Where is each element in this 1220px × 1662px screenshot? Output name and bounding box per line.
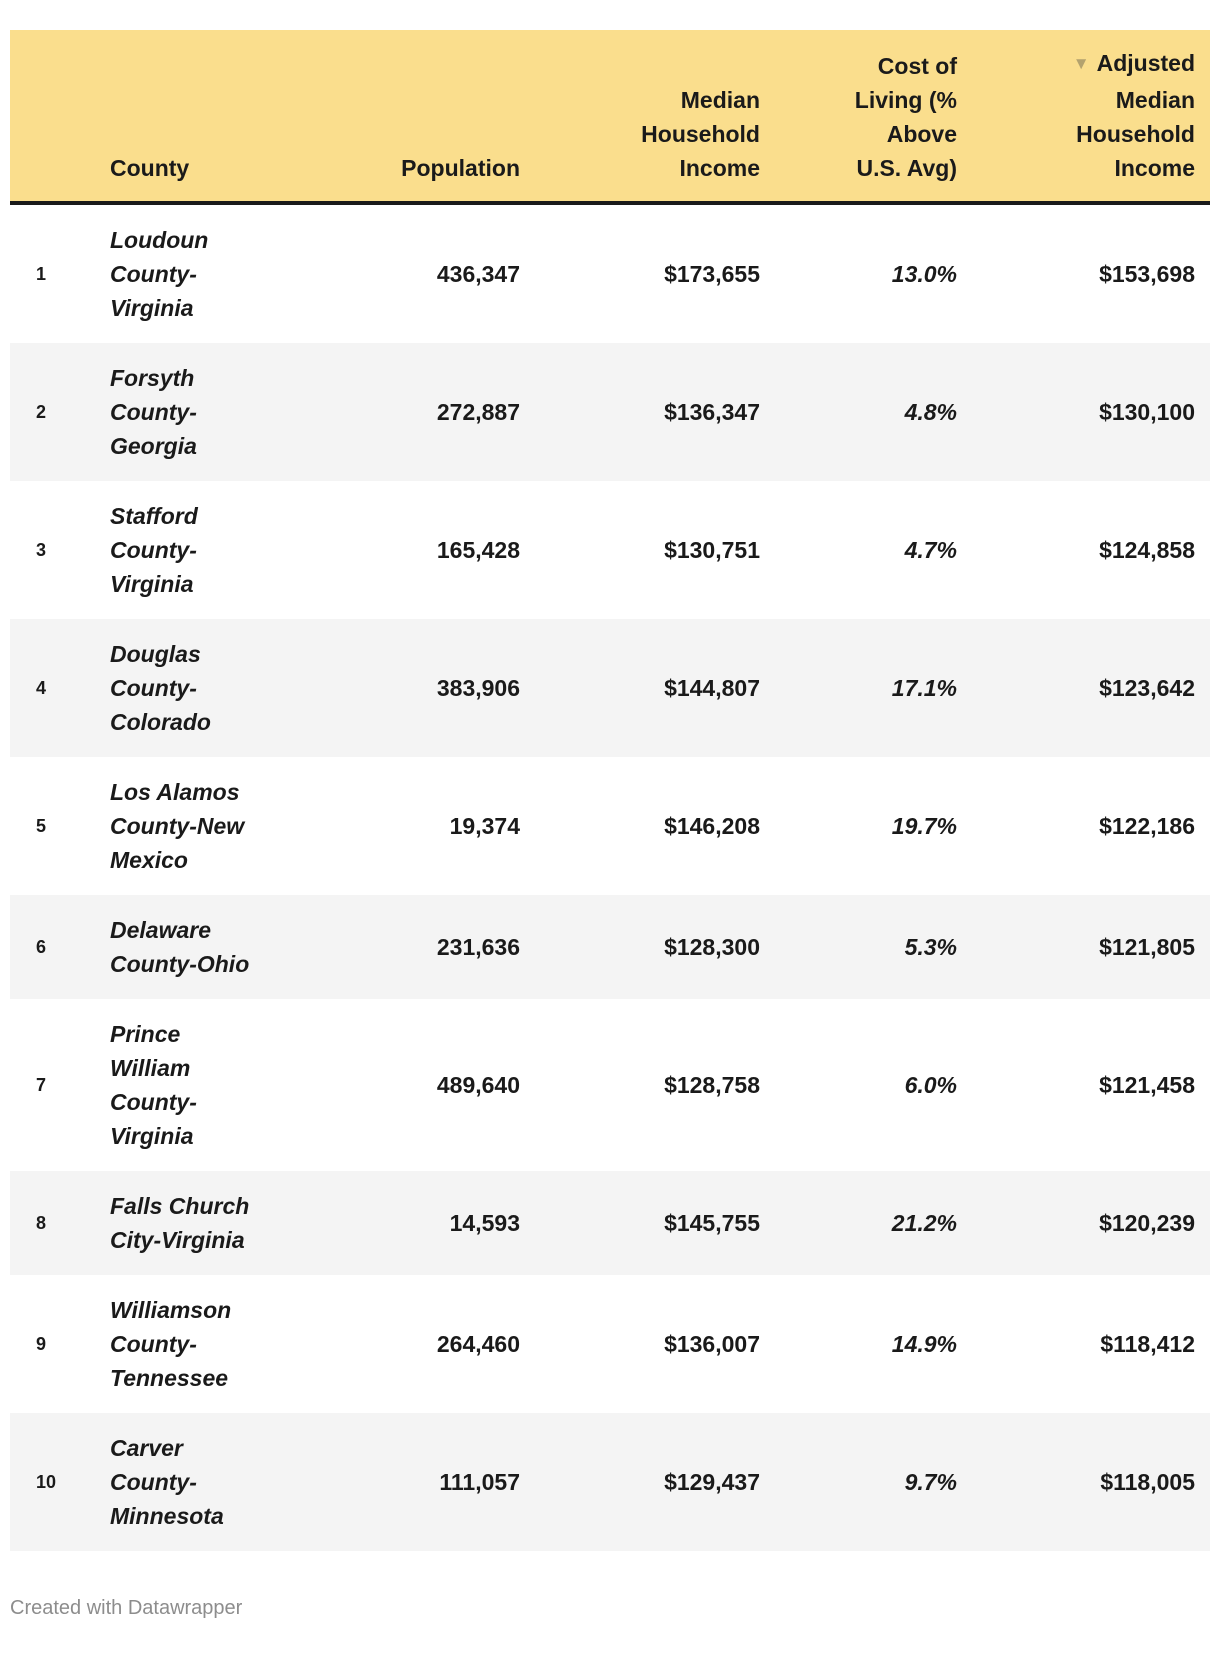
median-income-cell: $136,007 [664,1331,760,1357]
cost-of-living-cell: 4.8% [904,399,957,425]
county-cell: Carver County-Minnesota [110,1435,224,1529]
population-cell: 264,460 [436,1331,520,1357]
county-cell: Forsyth County-Georgia [110,365,197,459]
row-rank: 2 [36,402,47,422]
median-income-cell: $146,208 [664,813,760,839]
adjusted-income-cell: $123,642 [1099,675,1195,701]
table-row: 10 Carver County-Minnesota 111,057 $129,… [10,1413,1210,1551]
row-rank: 8 [36,1213,47,1233]
income-table: County Population Median Household Incom… [10,30,1210,1551]
table-row: 4 Douglas County-Colorado 383,906 $144,8… [10,619,1210,757]
adjusted-income-cell: $130,100 [1099,399,1195,425]
adjusted-income-cell: $153,698 [1099,261,1195,287]
datawrapper-credit-link[interactable]: Created with Datawrapper [10,1597,243,1619]
county-cell: Loudoun County-Virginia [110,227,209,321]
row-rank: 1 [36,264,47,284]
county-cell: Los Alamos County-New Mexico [110,779,245,873]
adjusted-income-cell: $124,858 [1099,537,1195,563]
sort-descending-icon: ▼ [1072,54,1090,73]
median-income-cell: $128,300 [664,934,760,960]
header-cost-of-living-label: Cost of Living (% Above U.S. Avg) [854,53,957,181]
adjusted-income-cell: $121,805 [1099,934,1195,960]
population-cell: 165,428 [436,537,520,563]
cost-of-living-cell: 17.1% [891,675,957,701]
row-rank: 5 [36,816,47,836]
county-cell: Falls Church City-Virginia [110,1193,250,1253]
table-row: 2 Forsyth County-Georgia 272,887 $136,34… [10,343,1210,481]
table-row: 8 Falls Church City-Virginia 14,593 $145… [10,1171,1210,1275]
median-income-cell: $136,347 [664,399,760,425]
footer: Created with Datawrapper [10,1597,1220,1640]
county-cell: Prince William County-Virginia [110,1021,197,1149]
adjusted-income-cell: $121,458 [1099,1072,1195,1098]
table-row: 1 Loudoun County-Virginia 436,347 $173,6… [10,203,1210,343]
population-cell: 231,636 [436,934,520,960]
population-cell: 436,347 [436,261,520,287]
table-row: 3 Stafford County-Virginia 165,428 $130,… [10,481,1210,619]
row-rank: 10 [36,1472,57,1492]
header-rank [10,30,110,203]
header-median-income-label: Median Household Income [641,87,760,181]
cost-of-living-cell: 5.3% [904,934,957,960]
table-row: 6 Delaware County-Ohio 231,636 $128,300 … [10,895,1210,999]
adjusted-income-cell: $118,412 [1100,1331,1195,1357]
county-cell: Delaware County-Ohio [110,917,250,977]
header-cost-of-living[interactable]: Cost of Living (% Above U.S. Avg) [770,30,967,203]
row-rank: 6 [36,937,47,957]
header-population-label: Population [401,155,520,181]
header-adjusted-income-label: Adjusted Median Household Income [1076,50,1195,181]
header-adjusted-income[interactable]: ▼ Adjusted Median Household Income [967,30,1210,203]
row-rank: 3 [36,540,47,560]
table-row: 7 Prince William County-Virginia 489,640… [10,999,1210,1171]
cost-of-living-cell: 9.7% [904,1469,957,1495]
population-cell: 489,640 [436,1072,520,1098]
population-cell: 111,057 [439,1469,520,1495]
cost-of-living-cell: 19.7% [891,813,957,839]
table-row: 5 Los Alamos County-New Mexico 19,374 $1… [10,757,1210,895]
county-cell: Williamson County-Tennessee [110,1297,232,1391]
row-rank: 7 [36,1075,47,1095]
cost-of-living-cell: 21.2% [891,1210,957,1236]
county-cell: Stafford County-Virginia [110,503,198,597]
header-county[interactable]: County [110,30,300,203]
median-income-cell: $144,807 [664,675,760,701]
cost-of-living-cell: 4.7% [904,537,957,563]
table-body: 1 Loudoun County-Virginia 436,347 $173,6… [10,203,1210,1551]
header-median-income[interactable]: Median Household Income [530,30,770,203]
adjusted-income-cell: $120,239 [1099,1210,1195,1236]
population-cell: 19,374 [449,813,520,839]
adjusted-income-cell: $118,005 [1100,1469,1195,1495]
median-income-cell: $129,437 [664,1469,760,1495]
header-population[interactable]: Population [300,30,530,203]
table-header: County Population Median Household Incom… [10,30,1210,203]
median-income-cell: $145,755 [664,1210,760,1236]
header-county-label: County [110,155,190,181]
row-rank: 9 [36,1334,47,1354]
population-cell: 383,906 [436,675,520,701]
population-cell: 14,593 [449,1210,520,1236]
median-income-cell: $173,655 [664,261,760,287]
cost-of-living-cell: 6.0% [904,1072,957,1098]
median-income-cell: $130,751 [664,537,760,563]
county-cell: Douglas County-Colorado [110,641,211,735]
cost-of-living-cell: 13.0% [891,261,957,287]
row-rank: 4 [36,678,47,698]
cost-of-living-cell: 14.9% [891,1331,957,1357]
adjusted-income-cell: $122,186 [1099,813,1195,839]
population-cell: 272,887 [436,399,520,425]
table-row: 9 Williamson County-Tennessee 264,460 $1… [10,1275,1210,1413]
median-income-cell: $128,758 [664,1072,760,1098]
